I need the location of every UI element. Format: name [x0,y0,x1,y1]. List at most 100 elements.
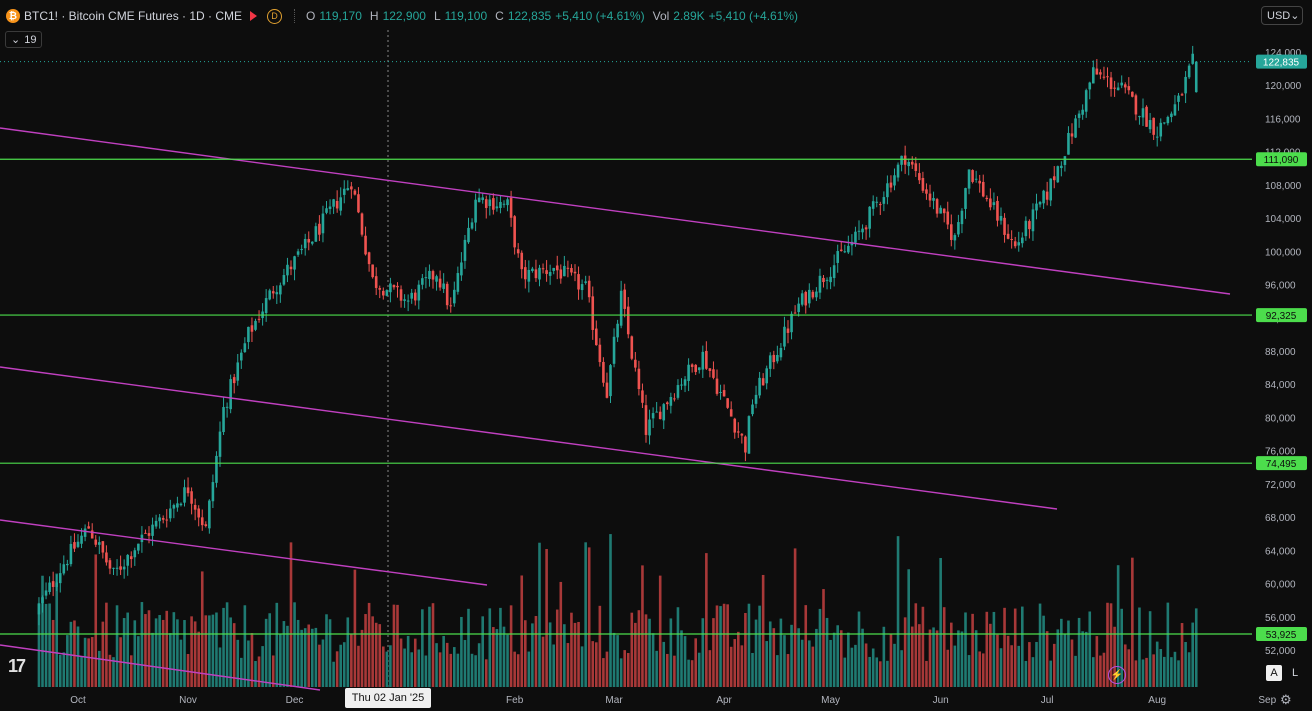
volume-bar [417,649,421,687]
volume-bar [765,641,768,687]
lightning-icon[interactable]: ⚡ [1108,666,1126,684]
volume-bar [282,621,286,687]
y-tick-label: 56,000 [1265,613,1296,624]
volume-bar [456,653,460,687]
tradingview-logo[interactable]: 17 [8,656,26,676]
candle-body [697,367,701,371]
candle-body [754,394,758,404]
volume-bar [364,614,367,687]
volume-bar [818,608,822,687]
volume-bar [932,627,935,687]
price-level-label: 111,090 [1264,155,1299,166]
d-badge[interactable]: D [267,8,283,24]
candle-body [165,519,169,521]
candle-body [985,197,989,200]
volume-bar [1134,660,1138,687]
volume-bar [1145,657,1148,687]
auto-scale-button[interactable]: A [1266,665,1282,681]
volume-bar [694,638,697,687]
candle-body [69,543,73,565]
volume-bar [989,623,992,687]
volume-bar [552,644,555,687]
candle-body [186,487,190,494]
candle-body [264,298,268,314]
volume-bar [978,651,981,687]
volume-bar [502,626,506,687]
candle-body [1187,65,1191,78]
gear-icon[interactable]: ⚙ [1280,692,1292,707]
candle-body [804,291,808,306]
volume-bar [566,643,570,687]
candle-body [673,398,676,400]
indicators-toggle[interactable]: ⌄ 19 [5,31,43,48]
volume-bar [953,645,957,687]
volume-bar [133,620,137,687]
candle-body [644,405,648,435]
volume-bar [705,553,708,687]
symbol-header[interactable]: ₿ BTC1! · Bitcoin CME Futures · 1D · CME… [6,7,798,25]
volume-bar [115,605,119,687]
candle-body [570,268,573,273]
candle-body [321,213,325,234]
volume-bar [293,602,296,687]
candle-body [48,582,51,592]
candle-body [609,365,612,397]
volume-bar [1017,645,1021,687]
candle-body [80,535,83,544]
close-value: 122,835 [507,9,552,23]
candle-body [208,500,211,529]
candle-body [76,541,80,547]
candle-body [460,262,463,276]
volume-bar [410,652,413,687]
candle-body [715,378,719,394]
price-level-badge [1256,627,1307,642]
volume-bar [66,635,69,687]
candle-body [843,251,847,253]
candle-body [893,175,896,186]
volume-bar [346,617,350,687]
volume-bar [1166,602,1170,687]
volume-bar [1187,652,1191,687]
volume-bar [1152,654,1155,687]
volume-bar [438,652,442,687]
candle-body [1017,242,1021,246]
volume-bar [460,616,463,687]
candle-body [1060,165,1063,169]
candle-body [87,526,90,529]
candle-body [119,566,122,570]
candle-body [367,252,371,265]
volume-bar [314,627,318,687]
volume-bar [342,642,346,687]
candle-body [385,290,389,296]
candle-body [1074,118,1077,138]
volume-bar [879,661,882,687]
flag-icon[interactable] [250,11,258,21]
candle-body [747,416,751,454]
symbol-title[interactable]: BTC1! · Bitcoin CME Futures · 1D · CME [24,9,243,23]
candle-body [495,206,499,209]
volume-bar [94,554,98,687]
candle-body [1148,120,1152,130]
candle-body [932,198,935,201]
volume-bar [1060,618,1063,687]
volume-bar [1042,615,1045,687]
candle-body [353,190,357,195]
candle-body [541,268,545,270]
candle-body [147,533,151,536]
log-scale-button[interactable]: L [1291,667,1299,679]
candle-body [335,200,339,209]
currency-select[interactable]: USD ⌄ [1261,6,1303,25]
volume-value: 2.89K [673,9,705,23]
candle-body [257,318,261,320]
trend-line [0,127,1231,295]
candle-body [94,539,98,545]
volume-bar [421,609,424,687]
volume-bar [701,618,705,687]
volume-bar [1191,622,1194,687]
candle-body [580,284,584,291]
volume-bar [563,624,566,687]
candle-body [151,524,154,536]
volume-bar [630,612,634,687]
candle-body [1194,61,1198,93]
